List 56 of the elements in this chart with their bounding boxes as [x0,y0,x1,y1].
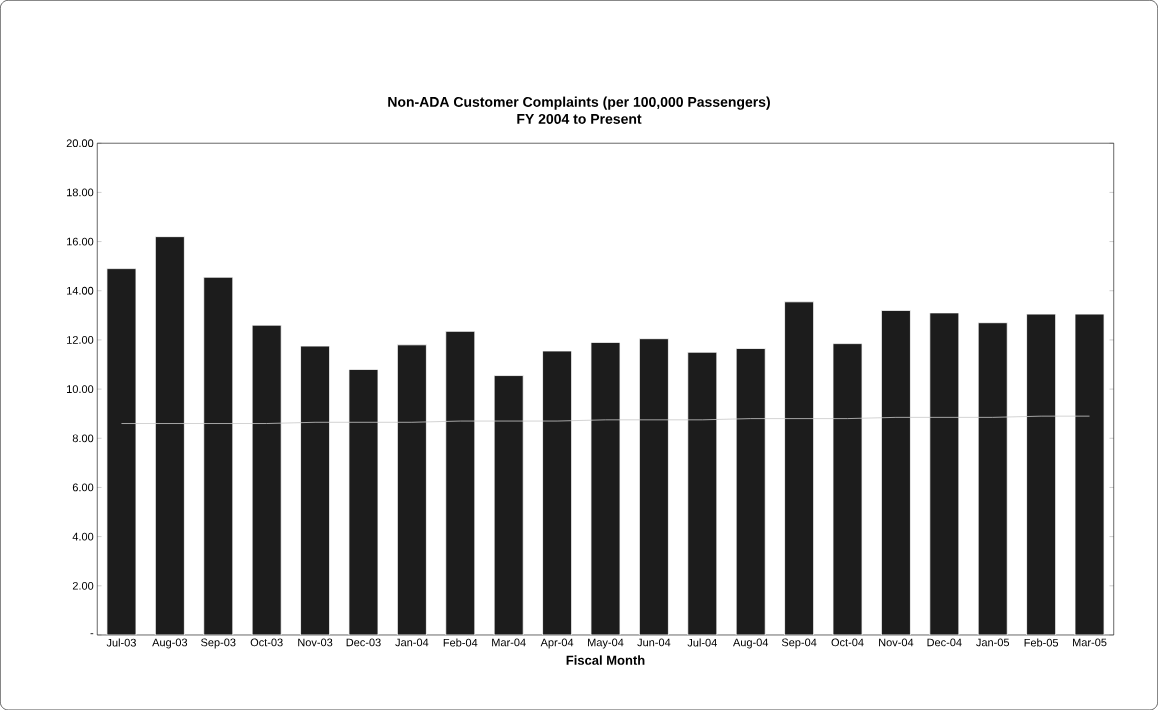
bar [493,375,524,635]
y-tick-label: - [90,633,94,635]
y-tick-label: 16.00 [67,237,94,246]
y-tick-label: 6.00 [72,483,94,492]
bar [832,343,863,635]
y-tick-label: 12.00 [67,335,94,344]
x-tick-label: Oct-04 [831,638,864,647]
chart-title: Non-ADA Customer Complaints (per 100,000 Passengers) [388,96,770,110]
x-tick-label: Feb-04 [443,638,478,647]
y-tick-label: 18.00 [67,188,94,197]
bar [300,345,330,635]
x-tick-label: Sep-04 [781,638,817,649]
x-tick-label: Nov-04 [879,638,914,647]
x-tick-label: Aug-04 [732,638,769,649]
x-tick-label: May-04 [588,638,624,649]
bar [203,276,234,635]
bar [154,236,185,635]
x-tick-label: Jun-04 [637,638,671,647]
bar [638,338,669,635]
x-tick-label: Nov-03 [298,638,333,647]
x-axis-title: Fiscal Month [566,655,645,665]
bar [445,330,476,635]
y-tick-label: 14.00 [67,286,94,295]
x-tick-label: Mar-04 [492,638,526,647]
y-tick-label: 20.00 [66,139,94,148]
y-tick-label: 8.00 [72,434,94,443]
x-tick-label: Dec-03 [346,638,381,647]
x-tick-label: Jul-03 [106,638,136,647]
x-tick-label: Mar-05 [1073,638,1107,647]
x-tick-label: Sep-03 [201,638,236,649]
y-tick-label: 2.00 [72,581,94,590]
bar [396,344,427,635]
x-tick-label: Jul-04 [687,638,717,647]
bar [251,324,282,635]
x-tick-label: Oct-03 [250,638,283,647]
chart-subtitle: FY 2004 to Present [517,113,642,124]
bar [977,322,1008,635]
bar [735,348,766,635]
bar [1074,313,1105,635]
bar [590,341,621,635]
y-tick-label: 10.00 [67,385,94,393]
x-tick-label: Jan-04 [395,638,429,647]
bar [784,301,815,635]
bar [106,268,137,635]
bar [880,309,911,635]
x-tick-label: Jan-05 [976,638,1010,647]
bar [348,368,379,635]
bar [1026,313,1057,635]
x-tick-label: Dec-04 [927,638,962,647]
bar [687,351,718,635]
bar [542,350,573,635]
x-tick-label: Feb-05 [1024,638,1059,647]
x-tick-label: Aug-03 [152,638,188,649]
bar [929,312,960,635]
y-tick-label: 4.00 [72,532,94,541]
x-tick-label: Apr-04 [540,638,574,649]
